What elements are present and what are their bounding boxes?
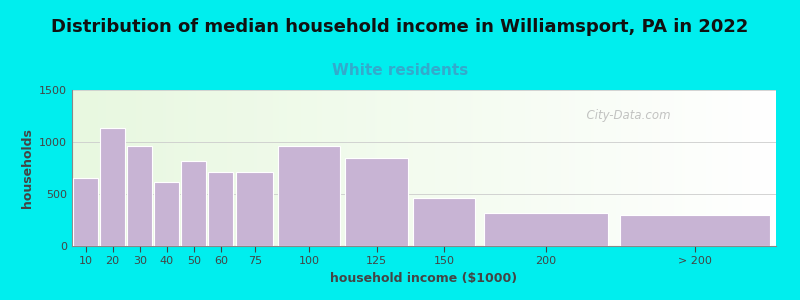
Text: Distribution of median household income in Williamsport, PA in 2022: Distribution of median household income … <box>51 18 749 36</box>
Bar <box>236 172 274 246</box>
Bar <box>100 128 125 246</box>
Bar <box>182 161 206 246</box>
Text: City-Data.com: City-Data.com <box>579 109 670 122</box>
Bar <box>346 158 408 246</box>
Bar <box>620 215 770 246</box>
X-axis label: household income ($1000): household income ($1000) <box>330 272 518 285</box>
Bar <box>127 146 152 246</box>
Bar <box>483 213 608 246</box>
Bar <box>154 182 179 246</box>
Y-axis label: households: households <box>21 128 34 208</box>
Text: White residents: White residents <box>332 63 468 78</box>
Bar <box>73 178 98 246</box>
Bar <box>209 172 234 246</box>
Bar <box>413 198 475 246</box>
Bar <box>278 146 340 246</box>
